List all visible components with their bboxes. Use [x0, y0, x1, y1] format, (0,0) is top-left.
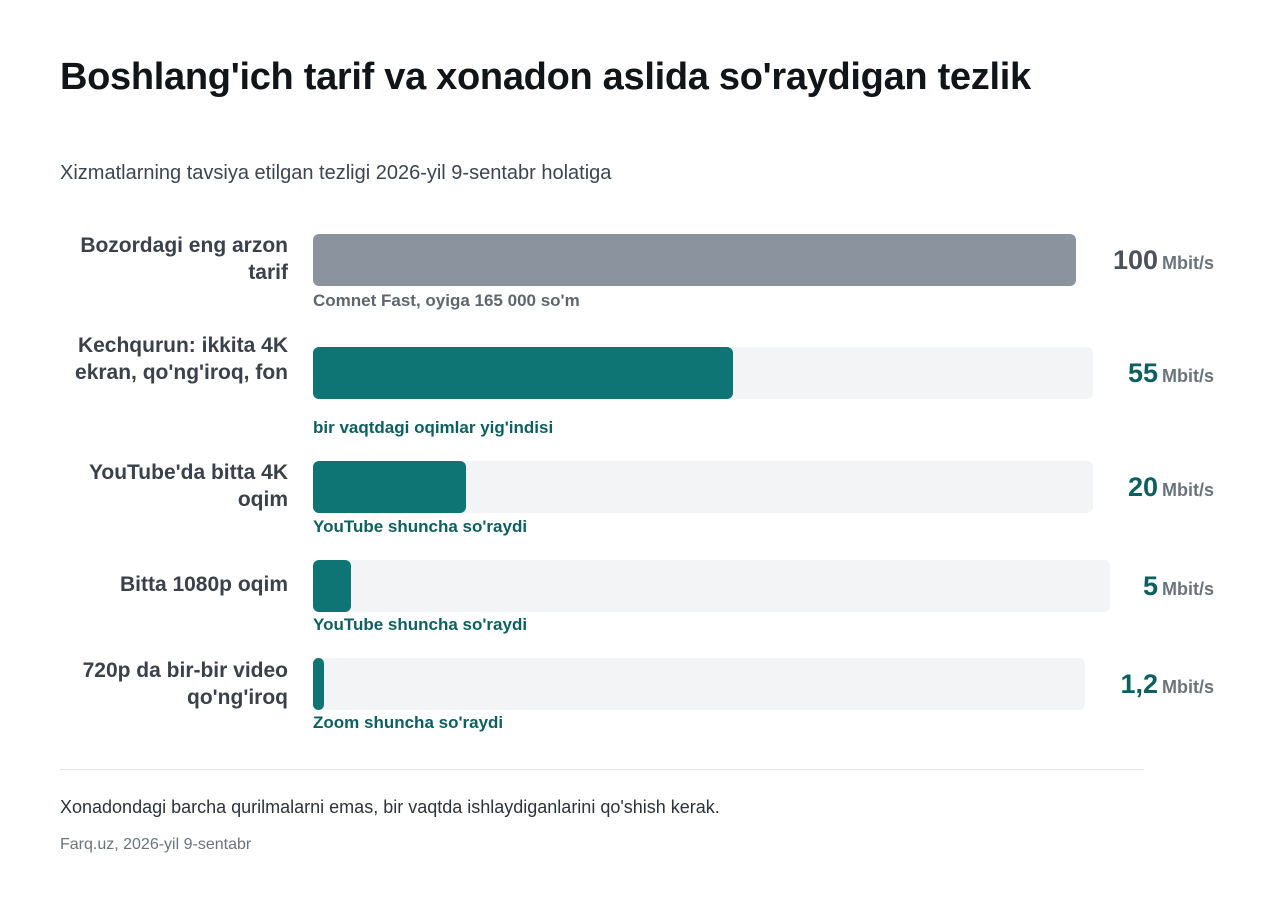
bar-note: Zoom shuncha so'raydi [313, 713, 504, 732]
value-label: 5 Mbit/s [1143, 571, 1214, 606]
category-label: Kechqurun: ikkita 4K ekran, qo'ng'iroq, … [75, 334, 288, 384]
value-unit: Mbit/s [1162, 677, 1214, 697]
bar [313, 347, 733, 399]
bar-note: YouTube shuncha so'raydi [313, 615, 528, 634]
category-label: Bozordagi eng arzon tarif [80, 234, 288, 284]
bar [313, 234, 1076, 286]
footnote: Xonadondagi barcha qurilmalarni emas, bi… [60, 797, 720, 817]
value-label: 100 Mbit/s [1113, 245, 1214, 280]
value-unit: Mbit/s [1162, 366, 1214, 386]
bar [313, 658, 324, 710]
bar [313, 560, 352, 612]
source-note: Farq.uz, 2026-yil 9-sentabr [60, 836, 252, 853]
value-unit: Mbit/s [1162, 480, 1214, 500]
value-unit: Mbit/s [1162, 579, 1214, 599]
value-number: 1,2 [1120, 669, 1158, 699]
value-number: 100 [1112, 245, 1158, 275]
bar-note: Comnet Fast, oyiga 165 000 so'm [313, 291, 580, 310]
chart-title: Boshlang'ich tarif va xonadon aslida so'… [60, 56, 1031, 98]
bar-track [313, 560, 1110, 612]
bar-note: bir vaqtdagi oqimlar yig'indisi [313, 418, 554, 437]
category-label: Bitta 1080p oqim [119, 573, 288, 596]
category-label: YouTube'da bitta 4K oqim [88, 461, 288, 511]
category-label: 720p da bir-bir video qo'ng'iroq [82, 659, 288, 709]
value-number: 5 [1142, 571, 1158, 601]
value-label: 55 Mbit/s [1128, 358, 1214, 393]
chart-subtitle: Xizmatlarning tavsiya etilgan tezligi 20… [60, 162, 612, 184]
value-unit: Mbit/s [1162, 253, 1214, 273]
value-label: 1,2 Mbit/s [1120, 669, 1214, 704]
value-number: 55 [1127, 358, 1158, 388]
divider [60, 769, 1144, 770]
bar-track [313, 658, 1085, 710]
bar [313, 461, 466, 513]
value-number: 20 [1127, 472, 1158, 502]
value-label: 20 Mbit/s [1128, 472, 1214, 507]
bar-note: YouTube shuncha so'raydi [313, 517, 528, 536]
